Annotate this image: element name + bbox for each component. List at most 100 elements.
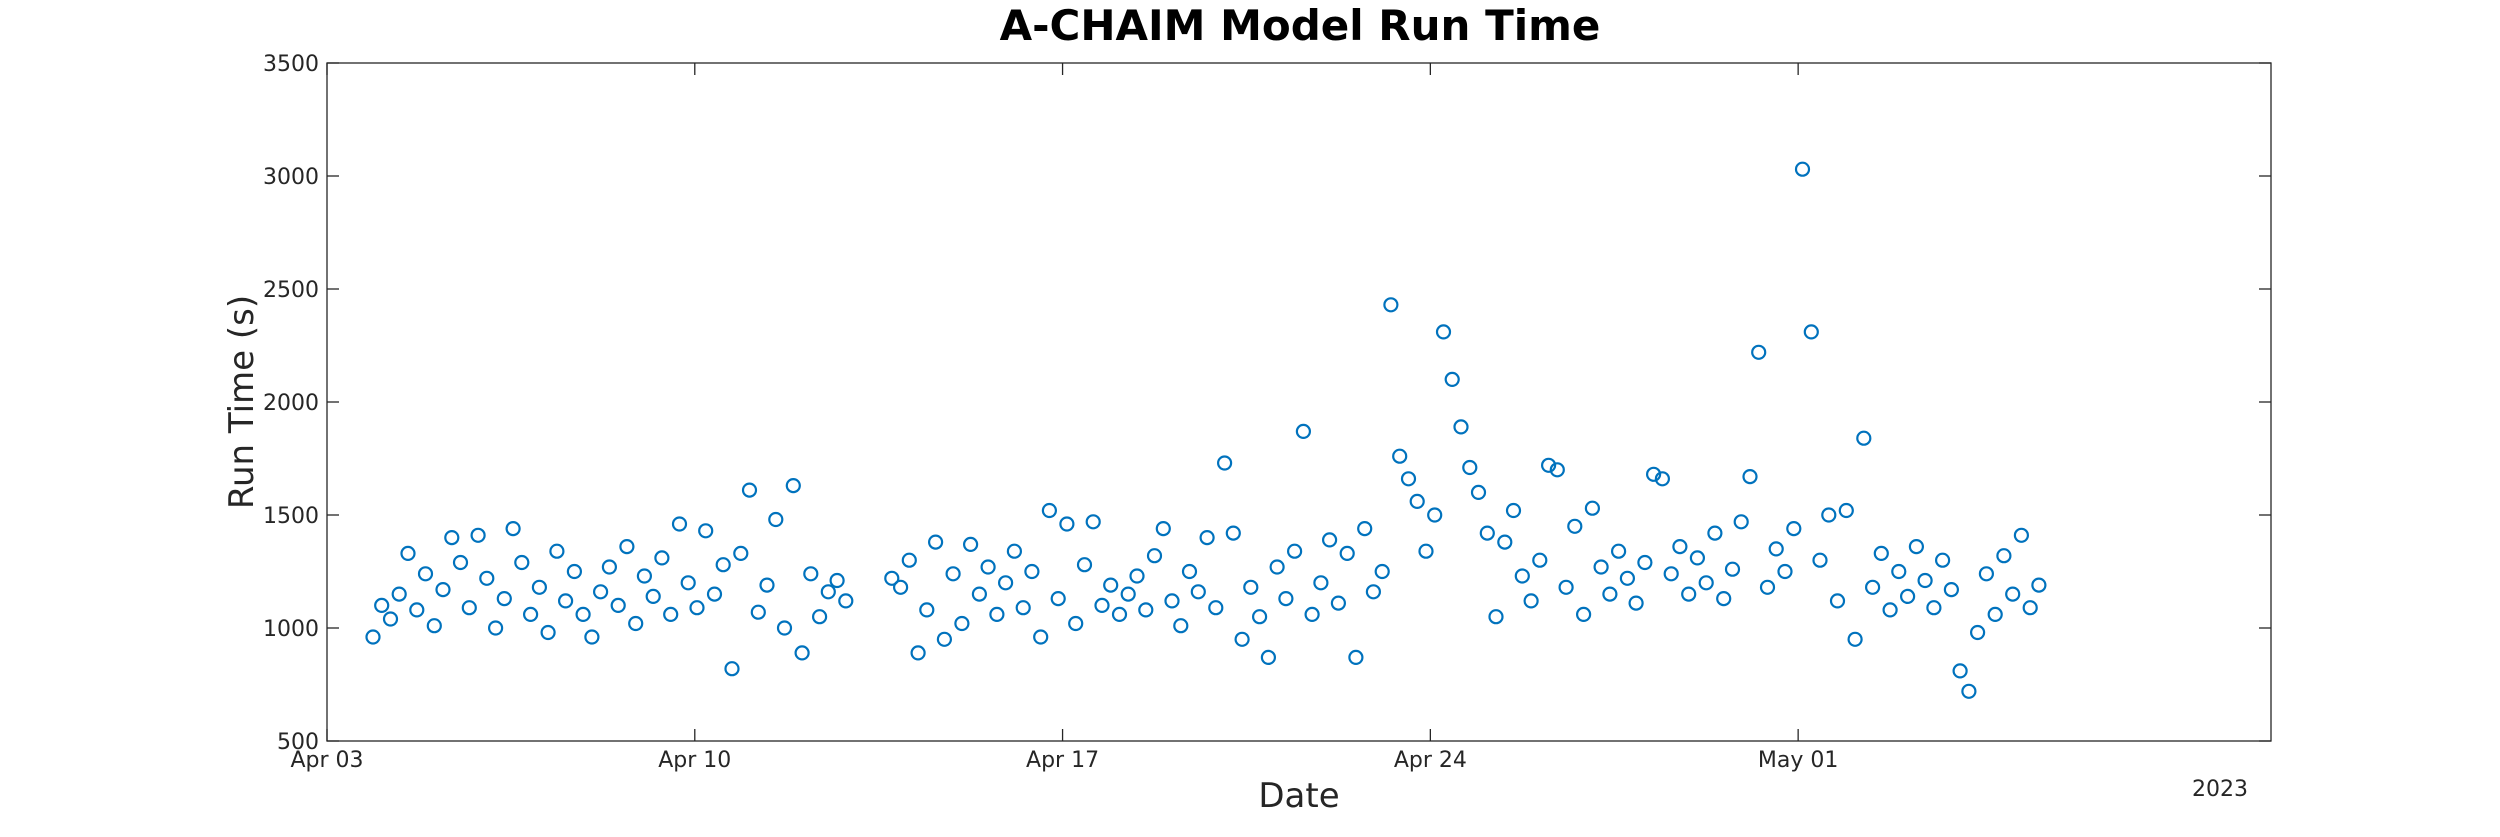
data-point [980,559,996,575]
data-point [1908,538,1925,555]
y-axis-label: Run Time (s) [222,295,262,509]
data-point [601,559,618,575]
data-point [1663,566,1679,582]
data-point [1532,552,1548,568]
data-point [1829,593,1846,609]
data-point [628,615,644,632]
data-point [1076,557,1093,573]
data-point [1716,590,1732,607]
data-point [1243,579,1259,595]
data-point [1085,514,1101,530]
data-point [715,557,731,573]
data-point [1392,448,1408,464]
data-point [741,482,758,498]
data-point [645,588,661,605]
data-series [365,161,2047,699]
x-tick-label: Apr 24 [1394,748,1467,773]
data-point [1505,502,1522,519]
data-point [1015,600,1031,616]
data-point [1891,563,1907,580]
data-point [1628,595,1644,611]
data-point [1899,588,1916,605]
y-tick-label: 2000 [263,391,319,416]
data-point [811,609,828,625]
x-axis: Apr 03 Apr 10 Apr 17 Apr 24 May 01 [290,63,1838,773]
data-point [1409,493,1425,509]
data-point [2031,577,2047,593]
data-point [1225,525,1241,541]
data-point [1619,570,1636,586]
data-point [1514,568,1530,584]
data-point [1707,525,1723,541]
data-point [1549,462,1565,478]
data-point [549,543,565,559]
data-point [776,620,793,636]
data-point [919,602,935,618]
data-point [997,575,1014,591]
data-point [2005,586,2021,602]
data-point [1637,554,1653,571]
data-point [698,523,714,539]
data-point [1961,683,1977,699]
data-point [584,629,600,645]
data-point [1278,590,1294,607]
data-point [1313,575,1329,591]
data-point [1864,579,1881,595]
data-point [1251,609,1268,625]
data-point [989,606,1005,623]
data-point [1733,514,1749,530]
data-point [610,597,626,614]
data-point [1444,371,1460,387]
data-point [566,563,583,580]
data-point [426,618,442,634]
data-point [619,538,635,555]
data-point [1111,606,1128,623]
data-point [1759,579,1776,595]
data-point [1812,552,1828,568]
data-point [1435,324,1452,340]
data-point [636,568,653,584]
data-point [1190,584,1206,600]
data-point [1295,423,1312,439]
plot-area-frame [326,62,2272,742]
data-point [927,534,944,550]
data-point [1724,561,1741,577]
data-point [1768,541,1784,557]
data-point [838,593,854,609]
data-point [936,631,953,647]
data-point [435,581,451,598]
data-point [1488,609,1504,625]
data-point [1786,520,1802,537]
data-point [1943,581,1960,598]
data-point [910,645,926,661]
data-point [400,545,416,562]
data-point [1155,520,1171,537]
data-point [1181,563,1198,580]
data-point [1453,419,1469,435]
data-point [1146,548,1163,564]
data-point [706,586,723,602]
data-point [724,661,740,677]
x-axis-year-label: 2023 [2192,777,2248,802]
data-point [1540,457,1557,473]
data-point [750,604,766,620]
data-point [901,552,917,568]
data-point [1987,606,2003,623]
data-point [417,566,434,582]
data-point [1006,543,1023,559]
data-point [1584,500,1601,516]
data-point [1479,525,1495,541]
data-point [444,529,460,546]
data-point [1698,575,1714,591]
data-point [382,611,399,627]
data-point [892,579,909,595]
data-point [663,606,679,623]
data-point [1838,502,1854,519]
data-point [803,566,819,582]
data-point [1821,507,1837,523]
data-point [1882,602,1898,618]
chart-title: A-CHAIM Model Run Time [1000,1,1601,50]
data-point [505,520,521,537]
